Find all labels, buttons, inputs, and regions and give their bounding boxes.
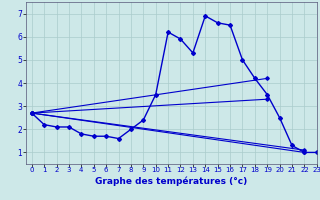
X-axis label: Graphe des températures (°c): Graphe des températures (°c) [95, 176, 247, 186]
